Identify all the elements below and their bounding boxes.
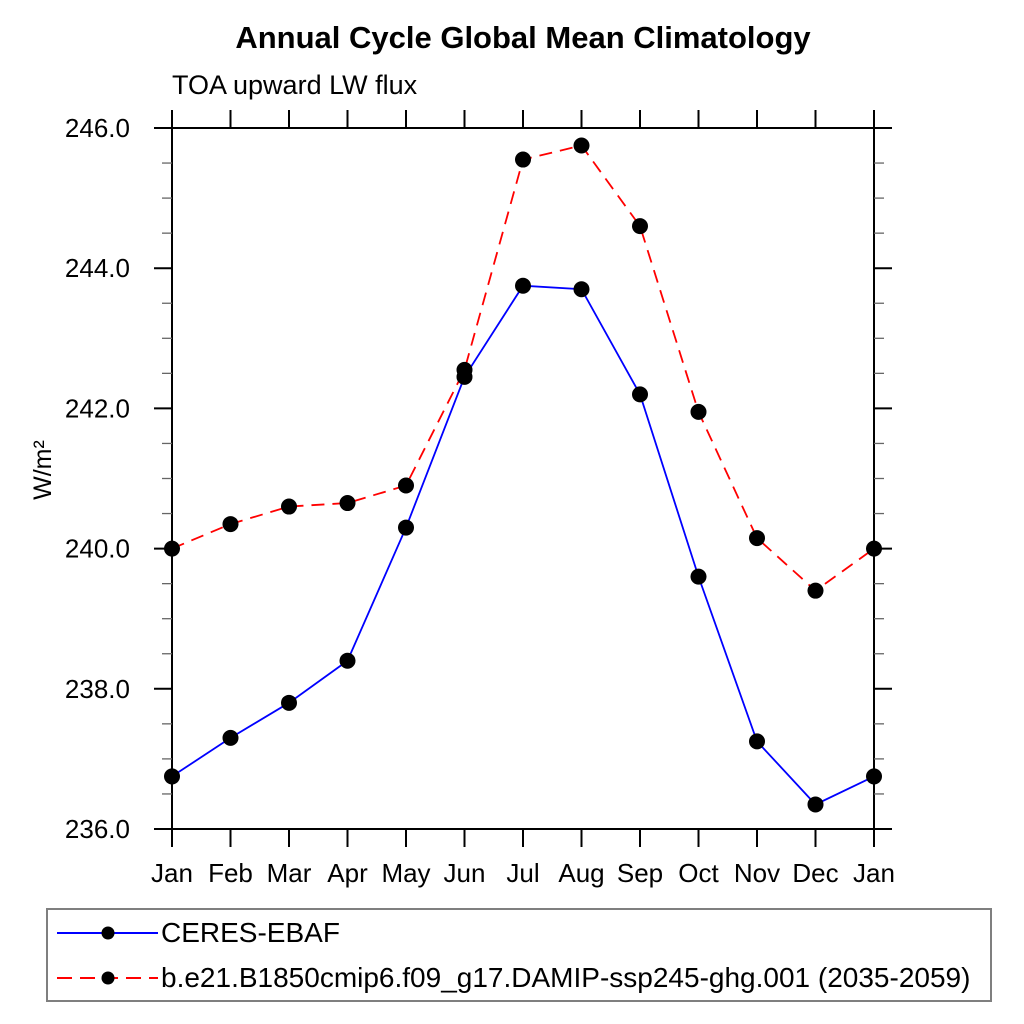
- legend-box: CERES-EBAF b.e21.B1850cmip6.f09_g17.DAMI…: [46, 908, 992, 1002]
- legend-item-model-run: b.e21.B1850cmip6.f09_g17.DAMIP-ssp245-gh…: [57, 962, 970, 993]
- legend-label-ceres-ebaf: CERES-EBAF: [161, 917, 340, 948]
- legend-sample-marker: [101, 971, 115, 985]
- legend-item-ceres-ebaf: CERES-EBAF: [57, 917, 340, 948]
- chart-title: Annual Cycle Global Mean Climatology: [235, 20, 811, 55]
- x-tick-label: May: [381, 858, 430, 888]
- x-tick-label: Mar: [267, 858, 312, 888]
- legend-sample-solid-line: [57, 926, 158, 940]
- data-point-marker: [281, 694, 297, 711]
- x-tick-label: Jun: [444, 858, 486, 888]
- x-tick-label: Nov: [734, 858, 780, 888]
- data-point-marker: [456, 361, 473, 378]
- x-tick-label: Jan: [151, 858, 193, 888]
- data-point-marker: [749, 733, 765, 750]
- x-tick-label: Jan: [853, 858, 895, 888]
- legend-sample-marker: [101, 926, 115, 940]
- legend-label-model-run: b.e21.B1850cmip6.f09_g17.DAMIP-ssp245-gh…: [161, 962, 971, 993]
- x-tick-label: Oct: [678, 858, 719, 888]
- data-point-marker: [398, 477, 414, 494]
- y-tick-label: 236.0: [65, 814, 130, 844]
- data-point-marker: [690, 568, 707, 585]
- data-point-marker: [573, 137, 590, 154]
- y-tick-label: 240.0: [65, 534, 130, 564]
- x-tick-label: Aug: [558, 858, 604, 888]
- data-point-marker: [807, 582, 824, 599]
- data-point-marker: [807, 796, 824, 813]
- data-point-marker: [281, 498, 297, 515]
- data-point-marker: [749, 530, 765, 547]
- data-point-marker: [398, 519, 414, 536]
- y-tick-label: 238.0: [65, 674, 130, 704]
- data-point-marker: [690, 403, 707, 420]
- data-point-marker: [515, 277, 531, 294]
- data-point-marker: [339, 495, 356, 512]
- x-tick-label: Dec: [792, 858, 838, 888]
- x-tick-label: Feb: [208, 858, 253, 888]
- data-point-marker: [573, 281, 590, 298]
- chart-subtitle: TOA upward LW flux: [172, 70, 418, 100]
- series-line-1: [171, 144, 875, 592]
- data-point-marker: [866, 540, 882, 557]
- legend-sample-dashed-line: [57, 971, 158, 985]
- data-point-marker: [866, 768, 882, 785]
- y-tick-label: 244.0: [65, 253, 130, 283]
- x-tick-label: Sep: [617, 858, 663, 888]
- data-point-marker: [164, 768, 180, 785]
- data-point-marker: [339, 652, 356, 669]
- data-point-marker: [222, 729, 239, 746]
- data-point-marker: [515, 151, 531, 168]
- data-point-marker: [164, 540, 180, 557]
- series-line-0: [171, 284, 875, 806]
- x-tick-label: Apr: [327, 858, 368, 888]
- data-point-marker: [632, 218, 648, 235]
- data-point-marker: [632, 386, 648, 403]
- data-point-marker: [222, 516, 239, 533]
- y-tick-label: 246.0: [65, 113, 130, 143]
- x-tick-label: Jul: [506, 858, 539, 888]
- y-tick-label: 242.0: [65, 393, 130, 423]
